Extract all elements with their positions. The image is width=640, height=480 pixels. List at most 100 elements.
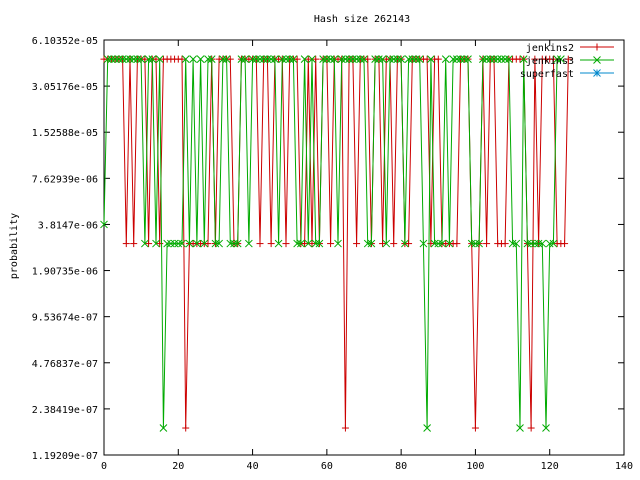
legend-label: superfast [520,69,574,80]
data-point-jenkins3 [479,55,487,63]
data-point-jenkins2 [145,240,153,248]
data-point-jenkins3 [534,239,543,248]
data-point-jenkins2 [471,424,479,432]
data-point-jenkins3 [293,239,301,248]
data-point-jenkins3 [412,55,420,63]
data-point-jenkins3 [371,55,379,63]
x-tick-label: 60 [321,461,333,472]
data-point-jenkins3 [557,55,565,63]
data-point-jenkins3 [193,239,201,248]
data-point-jenkins3 [363,239,372,248]
data-point-jenkins3 [460,55,469,63]
data-point-jenkins3 [382,239,391,248]
data-point-jenkins2 [178,55,186,63]
data-point-jenkins3 [531,239,539,248]
data-point-jenkins3 [170,239,179,248]
data-point-jenkins3 [241,55,249,63]
data-point-jenkins3 [222,55,231,63]
data-point-jenkins3 [319,55,327,63]
y-tick-label: 4.76837e-07 [32,359,98,370]
data-point-jenkins3 [467,239,476,248]
data-point-jenkins3 [404,55,413,63]
data-point-jenkins3 [519,55,528,63]
data-point-jenkins3 [315,239,324,248]
data-point-jenkins3 [282,55,290,63]
data-point-jenkins2 [152,55,160,63]
data-point-jenkins2 [327,240,335,248]
data-point-jenkins3 [397,55,405,63]
data-point-jenkins3 [349,55,357,63]
data-point-jenkins3 [456,55,465,63]
data-point-jenkins3 [237,55,246,63]
data-point-jenkins3 [341,55,350,63]
x-tick-label: 140 [615,461,633,472]
data-point-jenkins3 [189,55,197,63]
data-point-jenkins3 [393,55,402,63]
data-point-jenkins3 [311,239,320,248]
data-point-jenkins3 [204,55,212,63]
legend-label: jenkins3 [526,56,574,67]
data-point-jenkins3 [427,55,435,63]
data-point-jenkins3 [508,239,517,248]
series-layer [100,55,572,432]
data-point-jenkins3 [211,239,220,248]
data-point-jenkins3 [256,55,264,63]
data-point-jenkins3 [304,239,313,248]
legend-label: jenkins2 [526,43,574,54]
data-point-jenkins2 [156,240,164,248]
data-point-jenkins2 [423,55,431,63]
data-point-jenkins3 [278,55,287,63]
data-point-jenkins3 [360,55,368,63]
data-point-jenkins3 [549,239,558,248]
x-tick-label: 40 [247,461,259,472]
data-point-jenkins3 [152,239,160,248]
data-point-jenkins3 [486,55,495,63]
data-point-jenkins2 [549,55,557,63]
data-point-jenkins3 [337,55,346,63]
y-tick-label: 7.62939e-06 [32,174,98,185]
data-point-jenkins3 [545,239,554,248]
y-tick-label: 1.19209e-07 [32,451,98,462]
data-point-jenkins3 [163,239,171,248]
data-point-jenkins3 [155,55,164,63]
data-point-jenkins2 [364,55,372,63]
data-point-jenkins3 [274,239,283,248]
data-point-jenkins2 [353,240,361,248]
data-point-jenkins3 [308,55,316,63]
legend-item-jenkins2: jenkins2 [526,43,614,54]
data-point-jenkins3 [542,424,550,432]
data-point-jenkins2 [531,55,539,63]
data-point-jenkins3 [300,55,309,63]
data-point-jenkins3 [493,55,502,63]
data-point-jenkins3 [129,55,138,63]
data-point-jenkins2 [122,240,130,248]
data-point-jenkins3 [367,239,376,248]
data-point-jenkins2 [390,240,398,248]
y-axis-label: probability [9,213,20,279]
data-point-jenkins3 [482,55,491,63]
data-point-jenkins3 [178,239,186,248]
data-point-jenkins3 [122,55,131,63]
data-point-jenkins3 [233,239,242,248]
data-point-jenkins3 [475,239,483,248]
data-point-jenkins2 [204,240,212,248]
data-point-jenkins3 [419,239,428,248]
data-point-jenkins2 [267,240,275,248]
data-point-jenkins3 [434,239,443,248]
data-point-jenkins3 [378,55,387,63]
data-point-jenkins3 [356,55,365,63]
data-point-jenkins3 [259,55,268,63]
data-point-jenkins2 [312,55,320,63]
data-point-jenkins3 [553,55,561,63]
legend: jenkins2 jenkins3 superfast [520,43,614,80]
data-point-jenkins3 [389,55,398,63]
data-point-jenkins3 [159,424,168,432]
series-line-jenkins3 [103,58,561,429]
data-point-jenkins2 [561,240,569,248]
legend-item-jenkins3: jenkins3 [526,56,614,67]
data-point-jenkins3 [263,55,272,63]
data-point-jenkins3 [215,239,223,248]
data-point-jenkins3 [200,239,209,248]
data-point-jenkins3 [167,239,175,248]
